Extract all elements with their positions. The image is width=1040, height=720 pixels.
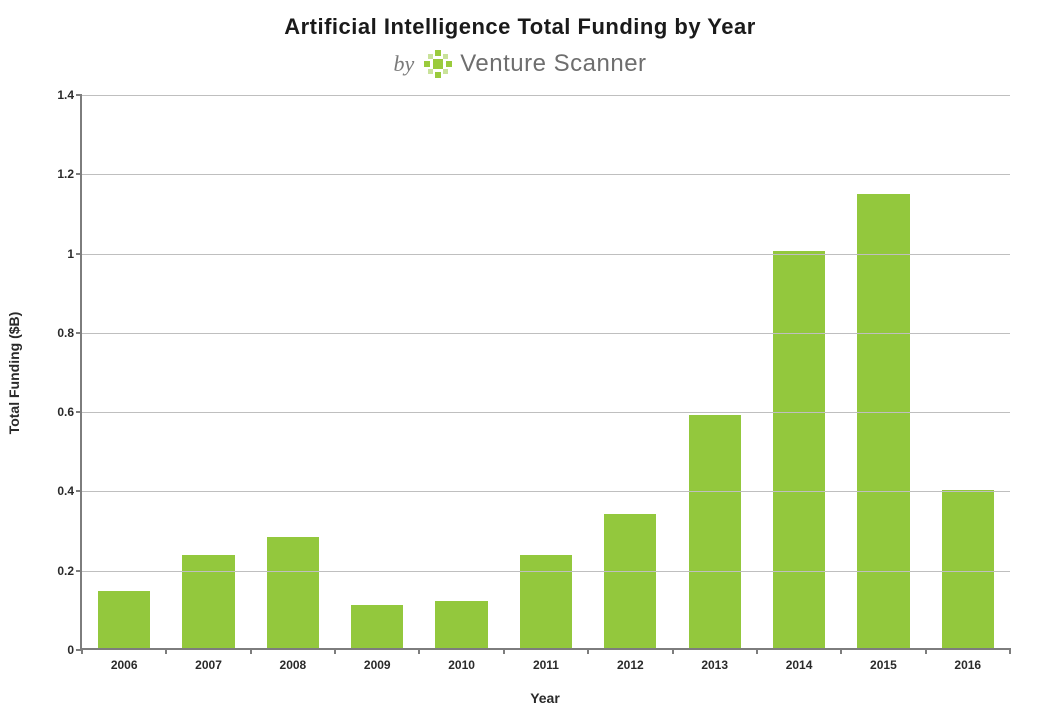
x-tick-mark	[587, 648, 589, 654]
y-tick-label: 1	[67, 247, 74, 261]
bar-slot: 2007	[166, 95, 250, 648]
x-tick-label: 2014	[786, 658, 813, 672]
x-tick-label: 2016	[954, 658, 981, 672]
x-tick-label: 2010	[448, 658, 475, 672]
x-tick-mark	[756, 648, 758, 654]
bar-slot: 2014	[757, 95, 841, 648]
x-tick-label: 2006	[111, 658, 138, 672]
grid-line	[82, 174, 1010, 175]
bar-slot: 2015	[841, 95, 925, 648]
x-tick-mark	[334, 648, 336, 654]
bar-slot: 2008	[251, 95, 335, 648]
y-tick-label: 0	[67, 643, 74, 657]
y-tick-label: 1.4	[57, 88, 74, 102]
bar	[435, 601, 487, 648]
bar-slot: 2011	[504, 95, 588, 648]
bar	[520, 555, 572, 648]
grid-line	[82, 254, 1010, 255]
bar	[267, 537, 319, 648]
x-tick-label: 2013	[701, 658, 728, 672]
y-tick-label: 0.4	[57, 484, 74, 498]
y-tick-mark	[76, 411, 82, 413]
y-tick-label: 0.6	[57, 405, 74, 419]
y-tick-mark	[76, 490, 82, 492]
x-tick-mark	[925, 648, 927, 654]
byline-prefix: by	[393, 51, 414, 77]
bar	[942, 490, 994, 648]
grid-line	[82, 571, 1010, 572]
x-tick-mark	[250, 648, 252, 654]
chart-byline: by Venture Scanner	[0, 50, 1040, 78]
y-tick-label: 0.8	[57, 326, 74, 340]
x-tick-mark	[503, 648, 505, 654]
venture-scanner-logo-icon	[424, 50, 452, 78]
grid-line	[82, 412, 1010, 413]
y-axis-title: Total Funding ($B)	[6, 311, 22, 434]
y-tick-mark	[76, 94, 82, 96]
bar	[351, 605, 403, 648]
grid-line	[82, 95, 1010, 96]
y-tick-mark	[76, 649, 82, 651]
chart-title: Artificial Intelligence Total Funding by…	[0, 14, 1040, 40]
chart-container: Artificial Intelligence Total Funding by…	[0, 0, 1040, 720]
x-tick-label: 2009	[364, 658, 391, 672]
x-tick-label: 2007	[195, 658, 222, 672]
x-tick-mark	[840, 648, 842, 654]
bar-slot: 2010	[419, 95, 503, 648]
bar-slot: 2016	[926, 95, 1010, 648]
x-tick-label: 2015	[870, 658, 897, 672]
x-tick-mark	[165, 648, 167, 654]
x-tick-label: 2011	[533, 658, 559, 672]
bar	[604, 514, 656, 648]
x-tick-label: 2008	[280, 658, 307, 672]
y-tick-mark	[76, 332, 82, 334]
x-axis-title: Year	[530, 690, 560, 706]
bar-slot: 2012	[588, 95, 672, 648]
x-tick-mark	[1009, 648, 1011, 654]
bar	[773, 251, 825, 648]
y-tick-mark	[76, 173, 82, 175]
bar-slot: 2013	[673, 95, 757, 648]
bar	[182, 555, 234, 648]
brand-name: Venture Scanner	[460, 50, 646, 78]
bars-group: 2006200720082009201020112012201320142015…	[82, 95, 1010, 648]
bar	[857, 194, 909, 648]
x-tick-mark	[672, 648, 674, 654]
bar-slot: 2006	[82, 95, 166, 648]
bar-slot: 2009	[335, 95, 419, 648]
bar	[98, 591, 150, 648]
y-tick-mark	[76, 253, 82, 255]
x-tick-label: 2012	[617, 658, 644, 672]
bar	[689, 415, 741, 648]
plot-area: 2006200720082009201020112012201320142015…	[80, 95, 1010, 650]
y-tick-label: 1.2	[57, 167, 74, 181]
y-tick-mark	[76, 570, 82, 572]
grid-line	[82, 333, 1010, 334]
grid-line	[82, 491, 1010, 492]
y-tick-label: 0.2	[57, 564, 74, 578]
x-tick-mark	[418, 648, 420, 654]
